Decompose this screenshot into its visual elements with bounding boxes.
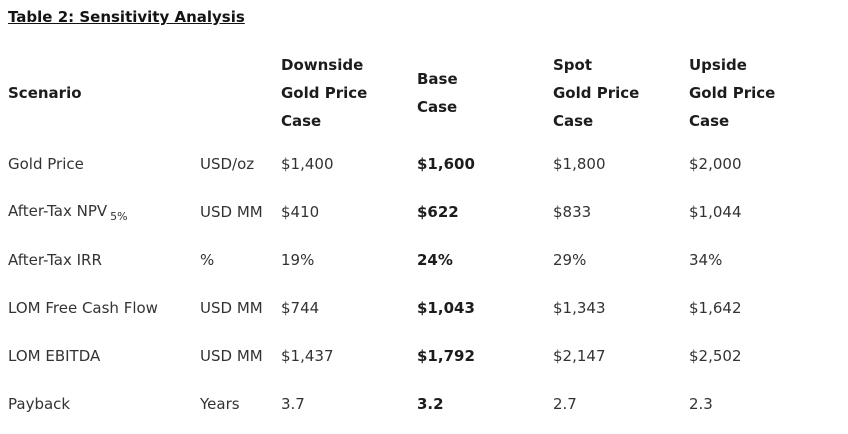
base-value: $1,600: [417, 155, 475, 173]
base-value: 24%: [417, 251, 453, 269]
table-title: Table 2: Sensitivity Analysis: [8, 8, 245, 26]
base-value: $1,792: [417, 347, 475, 365]
sensitivity-analysis-table: Scenario Downside Gold Price Case Base C…: [8, 45, 840, 428]
row-label: Payback: [8, 395, 71, 413]
downside-value: 3.7: [281, 395, 305, 413]
downside-value: 19%: [281, 251, 315, 269]
spot-value: $1,800: [553, 155, 606, 173]
base-value: $622: [417, 203, 459, 221]
header-unit-column: [200, 45, 281, 140]
unit-cell: USD MM: [200, 203, 263, 221]
downside-value: $1,400: [281, 155, 334, 173]
row-lom-ebitda: LOM EBITDA USD MM $1,437 $1,792 $2,147 $…: [8, 332, 840, 380]
row-label: Gold Price: [8, 155, 84, 173]
downside-value: $410: [281, 203, 320, 221]
row-lom-free-cash-flow: LOM Free Cash Flow USD MM $744 $1,043 $1…: [8, 284, 840, 332]
upside-value: $1,044: [689, 203, 742, 221]
spot-value: $2,147: [553, 347, 606, 365]
unit-cell: Years: [200, 395, 240, 413]
spot-value: $1,343: [553, 299, 606, 317]
row-label: After-Tax IRR: [8, 251, 102, 269]
upside-value: $2,000: [689, 155, 742, 173]
upside-value: 34%: [689, 251, 723, 269]
header-row: Scenario Downside Gold Price Case Base C…: [8, 45, 840, 140]
upside-value: 2.3: [689, 395, 713, 413]
row-gold-price: Gold Price USD/oz $1,400 $1,600 $1,800 $…: [8, 140, 840, 188]
row-label: After-Tax NPV 5%: [8, 201, 128, 223]
row-payback: Payback Years 3.7 3.2 2.7 2.3: [8, 380, 840, 428]
upside-value: $2,502: [689, 347, 742, 365]
base-value: $1,043: [417, 299, 475, 317]
header-scenario: Scenario: [8, 83, 82, 102]
row-after-tax-npv: After-Tax NPV 5% USD MM $410 $622 $833 $1…: [8, 188, 840, 236]
unit-cell: USD/oz: [200, 155, 255, 173]
downside-value: $744: [281, 299, 320, 317]
row-after-tax-irr: After-Tax IRR % 19% 24% 29% 34%: [8, 236, 840, 284]
unit-cell: %: [200, 251, 215, 269]
spot-value: 2.7: [553, 395, 577, 413]
header-spot-gold-price-case: Spot Gold Price Case: [553, 55, 640, 130]
row-label: LOM EBITDA: [8, 347, 101, 365]
upside-value: $1,642: [689, 299, 742, 317]
header-downside-gold-price-case: Downside Gold Price Case: [281, 55, 368, 130]
unit-cell: USD MM: [200, 299, 263, 317]
npv-discount-rate-subscript: 5%: [110, 209, 128, 223]
row-label: LOM Free Cash Flow: [8, 299, 158, 317]
header-upside-gold-price-case: Upside Gold Price Case: [689, 55, 776, 130]
downside-value: $1,437: [281, 347, 334, 365]
header-base-case: Base Case: [417, 69, 458, 116]
base-value: 3.2: [417, 395, 444, 413]
unit-cell: USD MM: [200, 347, 263, 365]
spot-value: $833: [553, 203, 592, 221]
spot-value: 29%: [553, 251, 587, 269]
